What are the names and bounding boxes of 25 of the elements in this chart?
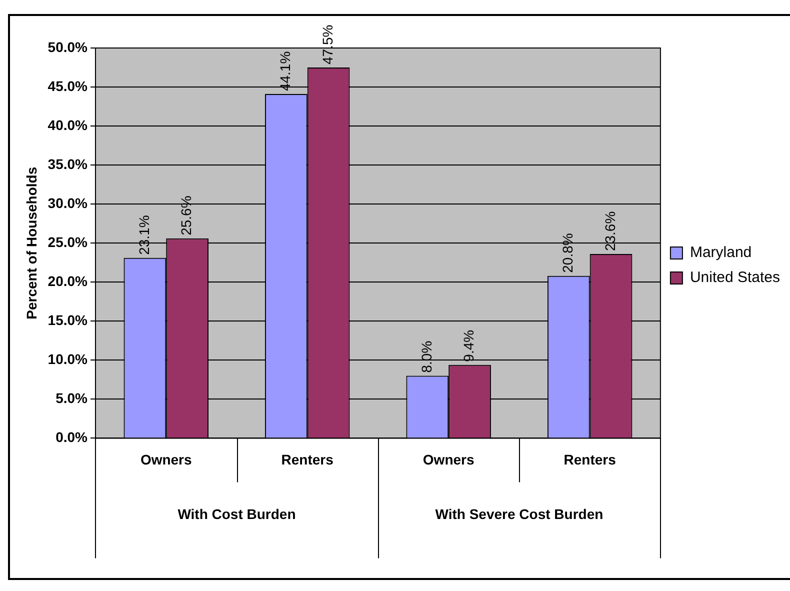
x-tick-label: Owners bbox=[140, 451, 192, 468]
x-tick-label: Renters bbox=[281, 451, 334, 468]
y-tick-label: 25.0% bbox=[48, 234, 88, 250]
y-tick-label: 35.0% bbox=[48, 156, 88, 172]
y-tick-label: 0.0% bbox=[56, 429, 88, 446]
y-tick-label: 5.0% bbox=[56, 390, 88, 406]
legend-label: United States bbox=[690, 269, 780, 286]
y-tick-label: 40.0% bbox=[48, 116, 88, 133]
y-tick-label: 45.0% bbox=[48, 78, 88, 94]
y-tick-label: 20.0% bbox=[48, 272, 88, 289]
x-tick-label: Renters bbox=[564, 451, 616, 468]
legend-label: Maryland bbox=[690, 244, 752, 262]
y-tick-label: 50.0% bbox=[48, 38, 88, 55]
text: With Severe Cost Burden bbox=[435, 506, 604, 522]
y-tick-label: 10.0% bbox=[48, 351, 88, 368]
y-tick-label: 15.0% bbox=[48, 312, 88, 328]
data-label: 23.1% bbox=[136, 215, 152, 255]
x-tick-label: Owners bbox=[422, 451, 474, 468]
data-label: 47.5% bbox=[319, 24, 336, 65]
data-label: 23.6% bbox=[602, 211, 618, 252]
data-label: 20.8% bbox=[560, 233, 576, 273]
y-tick-label: 30.0% bbox=[48, 194, 88, 211]
y-axis-title: Percent of Households bbox=[23, 166, 40, 320]
data-label: 44.1% bbox=[277, 51, 294, 92]
text: With Cost Burden bbox=[178, 506, 296, 522]
